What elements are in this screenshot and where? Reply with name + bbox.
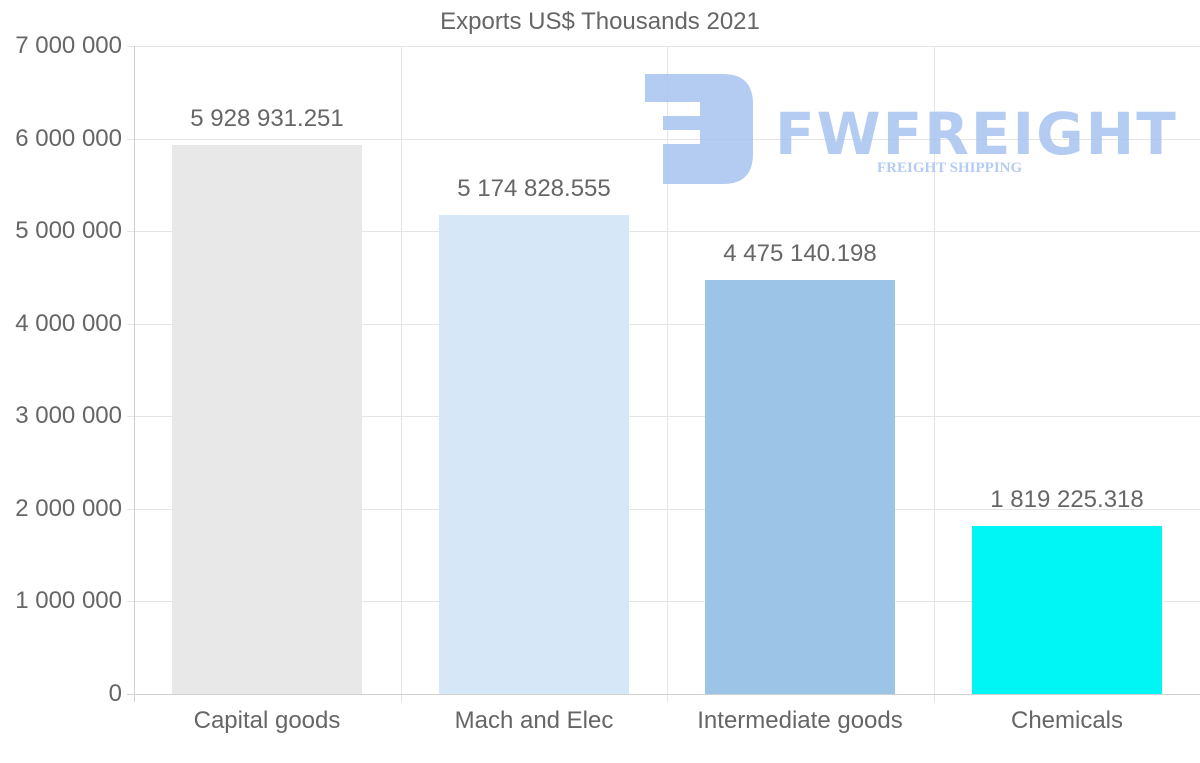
gridline-vertical <box>934 46 935 702</box>
x-tick-label: Intermediate goods <box>697 707 903 734</box>
bar-value-label: 5 928 931.251 <box>190 105 344 132</box>
gridline-vertical <box>667 46 668 702</box>
bar-value-label: 5 174 828.555 <box>457 175 611 202</box>
gridline-horizontal <box>127 231 1200 232</box>
gridline-vertical <box>401 46 402 702</box>
y-tick-label: 0 <box>108 680 122 707</box>
y-tick-label: 1 000 000 <box>15 587 122 614</box>
bar-mach-and-elec[interactable] <box>439 215 629 694</box>
gridline-horizontal <box>127 139 1200 140</box>
gridline-horizontal <box>127 601 1200 602</box>
bar-capital-goods[interactable] <box>172 145 362 694</box>
bar-intermediate-goods[interactable] <box>705 280 895 694</box>
y-tick-label: 2 000 000 <box>15 495 122 522</box>
watermark-brand: FWFREIGHT <box>775 100 1178 168</box>
y-tick-label: 6 000 000 <box>15 125 122 152</box>
y-tick-label: 7 000 000 <box>15 32 122 59</box>
watermark-logo: FWFREIGHT FREIGHT SHIPPING <box>645 72 1176 187</box>
x-tick-label: Chemicals <box>1010 707 1124 734</box>
fwfreight-mark-icon <box>645 74 753 184</box>
bar-value-label: 1 819 225.318 <box>990 486 1144 513</box>
x-axis-line <box>127 694 1200 695</box>
x-tick-label: Mach and Elec <box>454 707 614 734</box>
y-tick-label: 3 000 000 <box>15 402 122 429</box>
bar-value-label: 4 475 140.198 <box>723 240 877 267</box>
gridline-horizontal <box>127 46 1200 47</box>
gridline-horizontal <box>127 416 1200 417</box>
gridline-horizontal <box>127 324 1200 325</box>
y-tick-label: 4 000 000 <box>15 310 122 337</box>
gridline-horizontal <box>127 509 1200 510</box>
y-axis-line <box>134 46 135 702</box>
y-tick-label: 5 000 000 <box>15 217 122 244</box>
bar-chemicals[interactable] <box>972 526 1162 694</box>
x-tick-label: Capital goods <box>193 707 341 734</box>
watermark-tagline: FREIGHT SHIPPING <box>877 160 1023 176</box>
chart-title: Exports US$ Thousands 2021 <box>440 8 760 35</box>
